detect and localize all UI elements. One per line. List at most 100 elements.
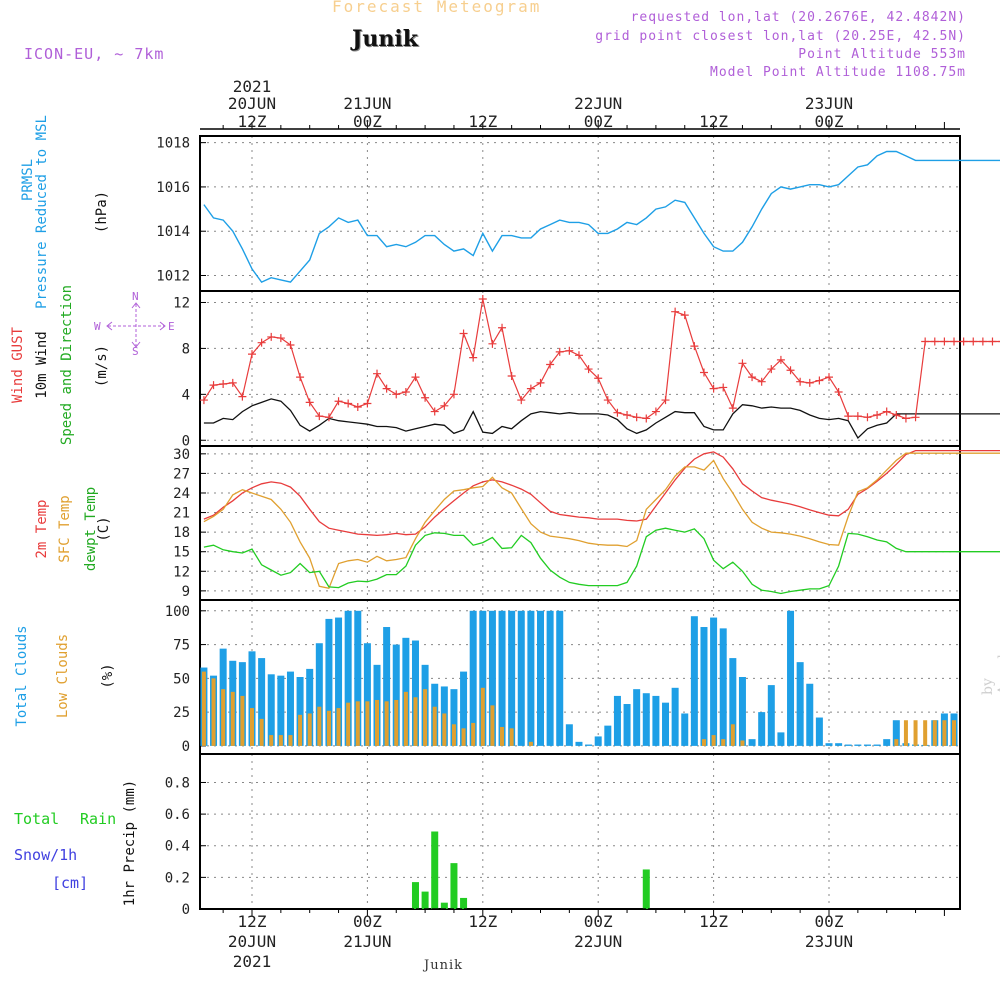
precip-total-label: Total: [14, 810, 60, 828]
low-cloud-bar: [221, 689, 226, 746]
gust-marker: [382, 384, 391, 393]
total-cloud-bar: [315, 643, 323, 746]
low-cloud-bar: [394, 699, 399, 746]
gust-marker: [324, 413, 333, 422]
gust-marker: [353, 402, 362, 411]
low-cloud-bar: [528, 741, 533, 746]
y-tick-label: 9: [182, 584, 190, 600]
precip-snow-label: Snow/1h: [14, 846, 78, 864]
y-tick-label: 1018: [156, 136, 190, 152]
low-cloud-bar: [307, 713, 312, 746]
total-cloud-bar: [767, 685, 775, 746]
low-cloud-bar: [278, 735, 283, 746]
low-cloud-bar: [250, 708, 254, 746]
total-cloud-bar: [460, 671, 468, 746]
gust-marker: [421, 393, 430, 402]
bottom-hour-label: 12Z: [468, 912, 497, 931]
top-year-label: 2021: [233, 77, 272, 96]
top-day-label: 22JUN: [574, 94, 622, 113]
gust-marker: [199, 396, 208, 405]
y-tick-label: 1016: [156, 180, 190, 196]
total-cloud-bar: [258, 658, 266, 746]
gust-marker: [276, 334, 285, 343]
total-cloud-bar: [633, 689, 641, 746]
gust-marker: [296, 373, 305, 382]
gust-marker: [536, 378, 545, 387]
low-cloud-bar: [461, 728, 466, 746]
total-cloud-bar: [344, 610, 352, 746]
total-cloud-bar: [392, 644, 400, 746]
y-tick-label: 0.4: [165, 839, 190, 855]
gust-marker: [440, 401, 449, 410]
low-cloud-bar: [952, 720, 957, 746]
gust-marker: [363, 399, 372, 408]
gust-marker: [248, 350, 256, 359]
total-cloud-bar: [517, 610, 525, 746]
total-cloud-bar: [787, 610, 795, 746]
bottom-hour-label: 00Z: [815, 912, 844, 931]
low-cloud-bar: [913, 720, 918, 746]
low-cloud-bar: [403, 691, 408, 746]
total-cloud-bar: [883, 739, 891, 746]
gust-marker: [767, 365, 776, 374]
gust-marker: [998, 340, 1000, 343]
gust-marker: [517, 396, 526, 405]
total-cloud-bar: [450, 689, 458, 746]
total-cloud-bar: [748, 739, 756, 746]
low-cloud-bar: [269, 735, 274, 746]
total-cloud-bar: [777, 732, 785, 746]
precip-snow-unit: [cm]: [52, 874, 89, 892]
total-cloud-bar: [652, 695, 660, 746]
model-label: ICON-EU, ~ 7km: [24, 45, 165, 63]
total-cloud-bar: [575, 741, 583, 746]
gust-marker: [671, 307, 680, 316]
y-tick-label: 0.8: [165, 775, 190, 791]
total-cloud-bar: [863, 744, 871, 746]
y-tick-label: 12: [173, 295, 190, 311]
total-cloud-bar: [363, 643, 371, 746]
gust-marker: [853, 412, 862, 421]
top-hour-label: 00Z: [353, 112, 382, 131]
low-cloud-bar: [500, 726, 505, 746]
y-tick-label: 25: [173, 705, 190, 721]
low-cloud-bar: [711, 735, 716, 746]
rain-bar: [460, 897, 468, 909]
bottom-day-label: 20JUN: [228, 932, 276, 951]
gust-marker: [478, 295, 487, 304]
total-cloud-bar: [594, 736, 602, 746]
gust-marker: [680, 311, 689, 320]
gust-marker: [642, 414, 651, 423]
total-cloud-bar: [383, 627, 391, 746]
low-cloud-bar: [740, 740, 745, 746]
temp-2m-line: [203, 449, 1000, 537]
gust-marker: [305, 398, 314, 407]
total-cloud-bar: [613, 695, 621, 746]
gust-marker: [507, 371, 516, 380]
gust-marker: [286, 340, 295, 349]
total-cloud-bar: [335, 617, 343, 746]
low-cloud-bar: [375, 699, 380, 746]
gust-marker: [574, 351, 583, 360]
gust-marker: [526, 384, 535, 393]
gridpoint-coords: grid point closest lon,lat (20.25E, 42.5…: [595, 29, 966, 44]
low-cloud-bar: [903, 720, 908, 746]
bottom-year-label: 2021: [233, 952, 272, 971]
low-cloud-bar: [894, 739, 899, 746]
gust-marker: [411, 373, 420, 382]
gust-marker: [921, 337, 930, 346]
bottom-hour-label: 12Z: [238, 912, 267, 931]
low-cloud-bar: [413, 697, 418, 746]
y-tick-label: 0: [182, 902, 190, 918]
low-cloud-bar: [365, 701, 370, 746]
gust-marker: [873, 411, 882, 419]
gust-marker: [728, 404, 737, 413]
total-cloud-bar: [488, 610, 496, 746]
low-cloud-bar: [298, 714, 303, 746]
total-cloud-bar: [411, 640, 419, 746]
rain-bar: [642, 869, 650, 909]
chart-title: Forecast Meteogram: [332, 0, 542, 16]
panel-frame: [199, 135, 961, 292]
total-cloud-bar: [565, 724, 573, 746]
low-cloud-bar: [211, 678, 216, 746]
